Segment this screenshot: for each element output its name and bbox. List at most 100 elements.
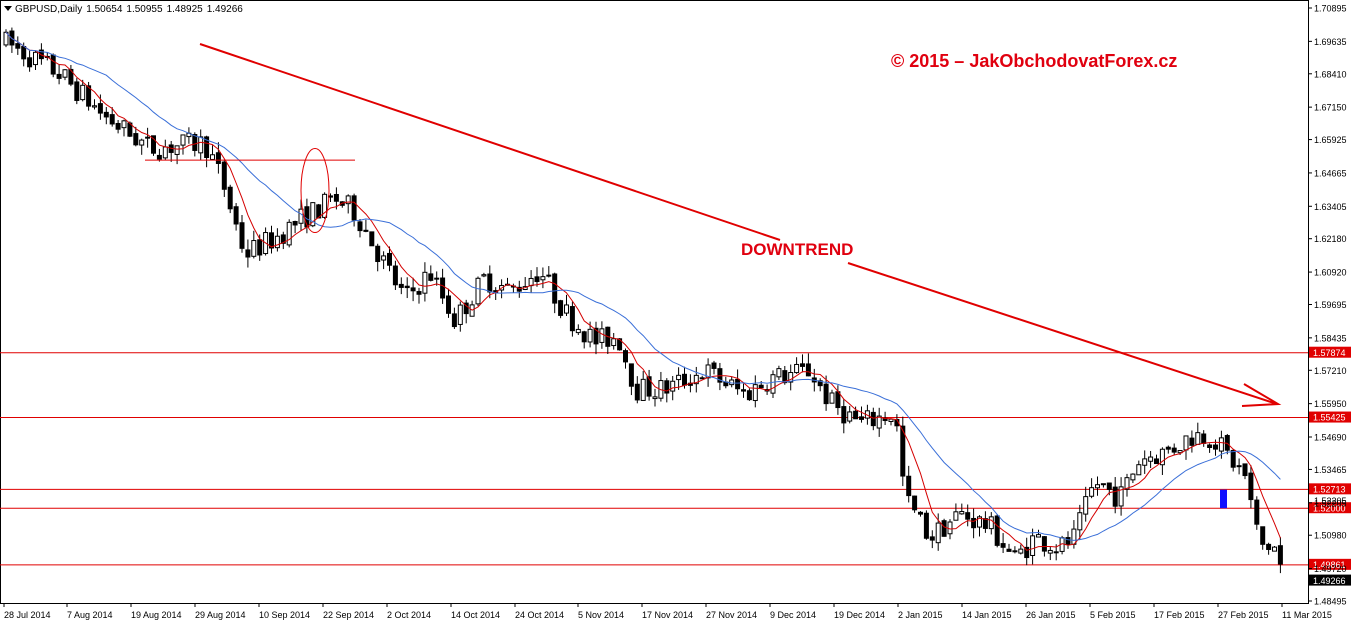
candle[interactable]	[693, 366, 699, 393]
candle[interactable]	[387, 246, 392, 272]
candle[interactable]	[1000, 533, 1006, 554]
candle[interactable]	[735, 369, 741, 395]
downtrend-line-lower[interactable]	[847, 262, 1278, 405]
candle[interactable]	[133, 126, 139, 147]
candle[interactable]	[345, 194, 351, 214]
candle[interactable]	[204, 135, 210, 168]
candle[interactable]	[817, 378, 823, 392]
candle[interactable]	[941, 518, 947, 537]
candle[interactable]	[623, 348, 628, 369]
candle[interactable]	[245, 239, 251, 268]
candle[interactable]	[628, 363, 634, 396]
candle[interactable]	[959, 503, 965, 515]
candle[interactable]	[280, 231, 286, 250]
candle[interactable]	[1236, 458, 1242, 475]
candle[interactable]	[233, 203, 239, 231]
candle[interactable]	[463, 299, 469, 324]
candle[interactable]	[1260, 526, 1266, 550]
candle[interactable]	[876, 407, 882, 437]
candle[interactable]	[564, 294, 569, 317]
fast-moving-average-line[interactable]	[5, 31, 1281, 551]
candle[interactable]	[33, 51, 38, 70]
downtrend-line-upper[interactable]	[199, 43, 781, 241]
candle[interactable]	[847, 405, 853, 424]
candle[interactable]	[676, 367, 682, 390]
candle[interactable]	[434, 271, 440, 286]
candle[interactable]	[416, 287, 422, 304]
candle[interactable]	[870, 407, 876, 431]
candle[interactable]	[534, 267, 540, 287]
candle[interactable]	[316, 203, 322, 219]
candle[interactable]	[770, 370, 776, 398]
candle[interactable]	[741, 383, 746, 398]
candle[interactable]	[381, 251, 387, 270]
candle[interactable]	[569, 301, 575, 337]
candle[interactable]	[363, 219, 369, 233]
candle[interactable]	[398, 277, 404, 295]
blue-marker[interactable]	[1220, 489, 1227, 509]
highlight-ellipse[interactable]	[300, 148, 330, 234]
candle[interactable]	[929, 530, 935, 549]
candle[interactable]	[794, 357, 800, 374]
candle[interactable]	[457, 301, 463, 332]
candle[interactable]	[575, 324, 581, 335]
candle[interactable]	[56, 64, 62, 85]
candle[interactable]	[392, 260, 398, 291]
plot-area[interactable]	[0, 0, 1309, 604]
candle[interactable]	[210, 145, 215, 160]
dropdown-triangle-icon[interactable]	[4, 6, 12, 11]
candle[interactable]	[451, 307, 457, 330]
candle[interactable]	[540, 267, 546, 289]
candle[interactable]	[80, 79, 86, 102]
candle[interactable]	[27, 50, 33, 72]
candle[interactable]	[1189, 430, 1195, 453]
candle[interactable]	[239, 215, 245, 253]
candle[interactable]	[15, 36, 21, 55]
candle[interactable]	[912, 495, 918, 513]
candle[interactable]	[1077, 504, 1083, 540]
candle[interactable]	[800, 354, 805, 373]
candle[interactable]	[109, 107, 115, 127]
candle[interactable]	[410, 277, 416, 302]
candle[interactable]	[646, 369, 652, 401]
candle[interactable]	[640, 370, 646, 401]
candle[interactable]	[841, 399, 847, 434]
candle[interactable]	[481, 272, 487, 278]
candle[interactable]	[823, 375, 829, 411]
candle[interactable]	[953, 503, 959, 521]
candle[interactable]	[1207, 443, 1213, 453]
candle[interactable]	[227, 184, 233, 214]
candle[interactable]	[859, 406, 864, 423]
candle[interactable]	[1272, 546, 1277, 552]
candle[interactable]	[1277, 537, 1283, 574]
candle[interactable]	[599, 321, 605, 349]
candle[interactable]	[286, 219, 292, 248]
candle[interactable]	[274, 228, 280, 252]
candle[interactable]	[92, 99, 97, 110]
candle[interactable]	[776, 365, 782, 381]
candle[interactable]	[918, 511, 923, 517]
candle[interactable]	[180, 134, 186, 155]
candle[interactable]	[1089, 478, 1095, 499]
candle[interactable]	[139, 138, 145, 155]
candle[interactable]	[428, 265, 434, 282]
candle[interactable]	[1112, 477, 1118, 514]
candle[interactable]	[333, 187, 339, 210]
candle[interactable]	[310, 202, 316, 228]
candle[interactable]	[1012, 546, 1018, 554]
candle[interactable]	[369, 231, 375, 247]
candle[interactable]	[1083, 486, 1089, 522]
candle[interactable]	[198, 129, 204, 161]
candle[interactable]	[221, 159, 227, 197]
candle[interactable]	[62, 69, 68, 81]
candle[interactable]	[1030, 528, 1036, 565]
candle[interactable]	[923, 510, 929, 540]
candle[interactable]	[746, 388, 752, 401]
candle[interactable]	[652, 388, 658, 407]
candle[interactable]	[611, 332, 617, 350]
candle[interactable]	[971, 508, 977, 539]
candle[interactable]	[1230, 448, 1236, 472]
candle[interactable]	[446, 288, 451, 318]
candle[interactable]	[156, 148, 162, 162]
candle[interactable]	[1148, 450, 1154, 468]
